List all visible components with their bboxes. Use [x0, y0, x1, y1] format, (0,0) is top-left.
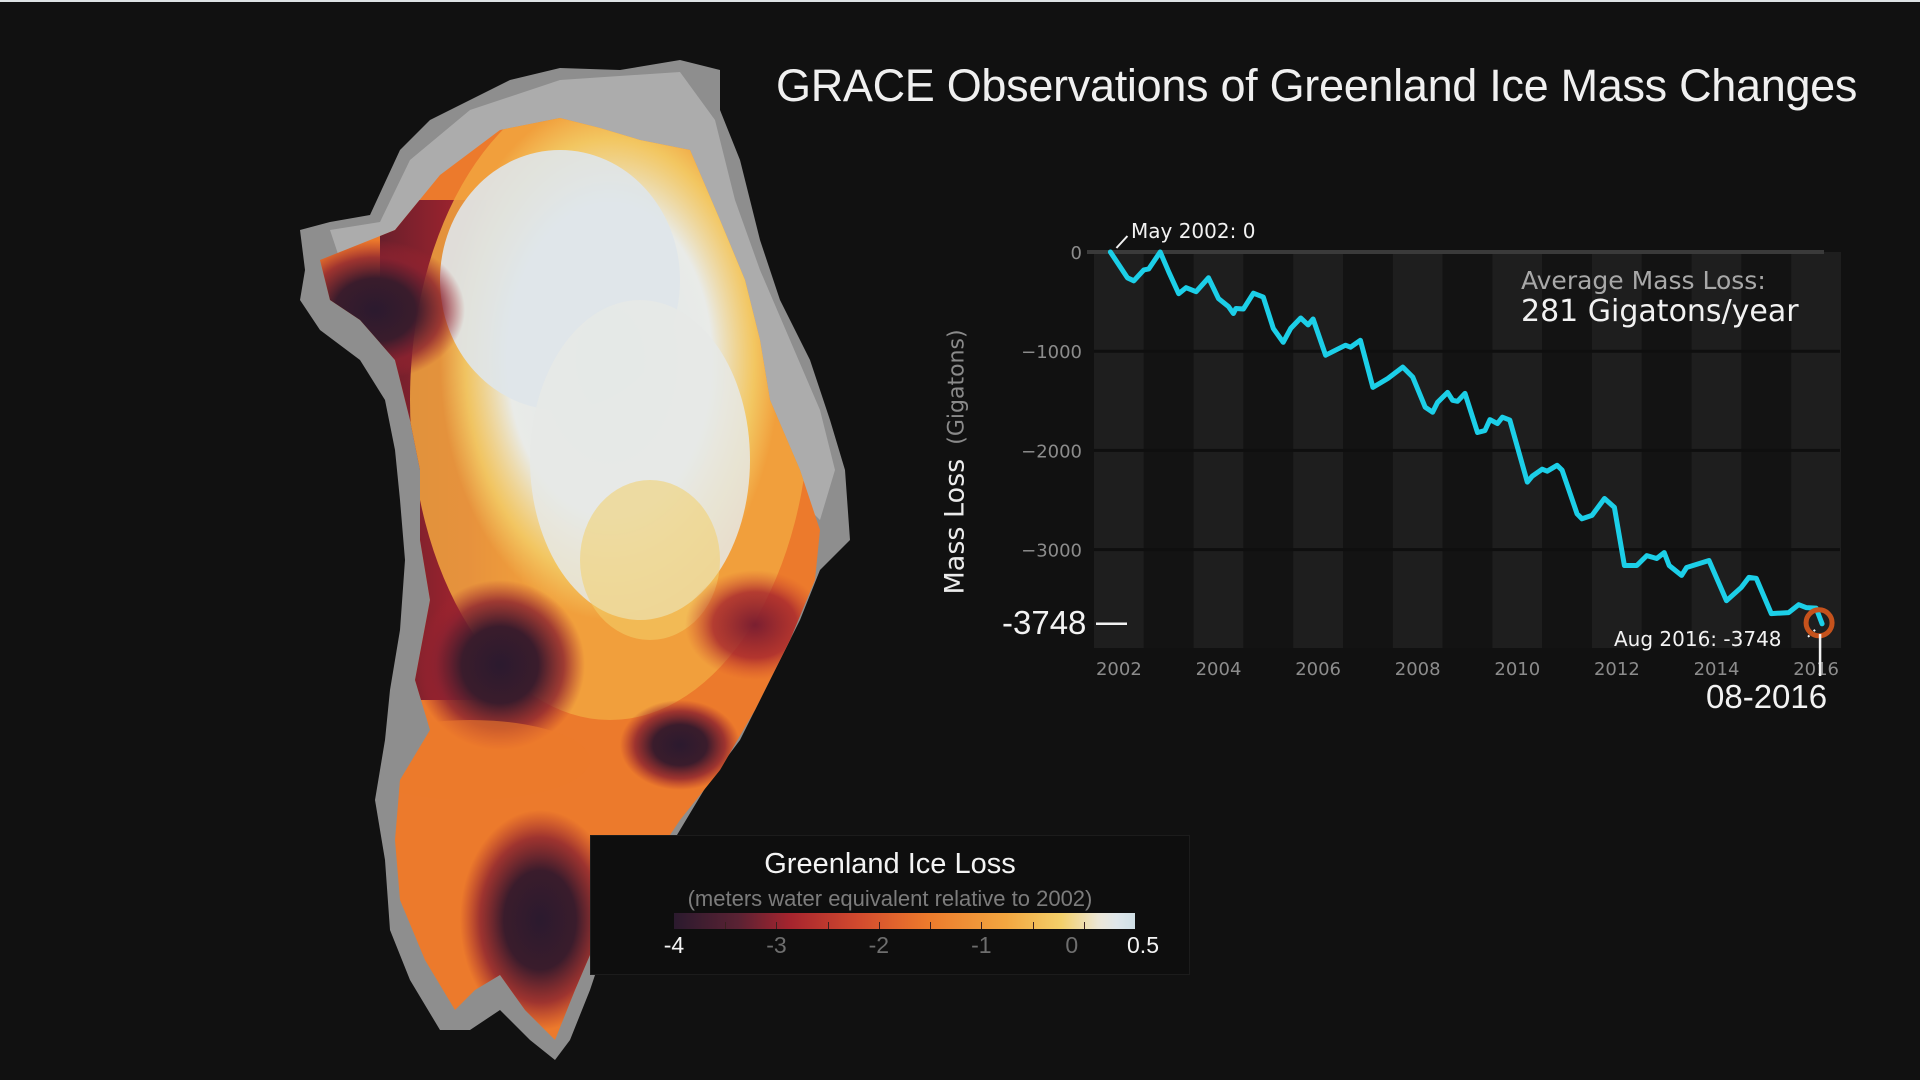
colorbar-tick — [981, 922, 983, 929]
x-tick-label: 2010 — [1494, 659, 1540, 680]
colorbar-tick — [725, 922, 727, 929]
y-axis-unit: (Gigatons) — [944, 329, 970, 445]
average-loss-label: Average Mass Loss: — [1521, 266, 1766, 295]
x-tick-label: 2004 — [1196, 659, 1242, 680]
colorbar-tick — [878, 922, 880, 929]
y-tick-label: −1000 — [1021, 342, 1082, 363]
x-tick-label: 2014 — [1694, 659, 1740, 680]
x-tick-labels: 2002 2004 2006 2008 2010 2012 2014 2016 — [1096, 659, 1839, 680]
x-tick-label: 2008 — [1395, 659, 1441, 680]
x-tick-label: 2002 — [1096, 659, 1142, 680]
start-annotation: May 2002: 0 — [1131, 219, 1256, 243]
colorbar-gradient — [674, 913, 1135, 929]
start-annotation-leader — [1115, 235, 1129, 249]
mass-loss-line — [1107, 249, 1825, 627]
x-tick-label: 2006 — [1295, 659, 1341, 680]
colorbar-label: 0 — [1065, 932, 1079, 958]
x-tick-label: 2016 — [1793, 659, 1839, 680]
y-tick-label: 0 — [1071, 243, 1082, 264]
end-annotation: Aug 2016: -3748 — [1614, 627, 1782, 651]
current-value-label: -3748 — [1002, 604, 1087, 641]
colorbar-label: 0.5 — [1127, 932, 1159, 958]
colorbar-tick — [827, 922, 829, 929]
page-title: GRACE Observations of Greenland Ice Mass… — [776, 60, 1858, 111]
colorbar-label: -2 — [868, 932, 890, 958]
x-tick-label: 2012 — [1594, 659, 1640, 680]
y-axis-label-text: Mass Loss — [939, 458, 971, 595]
legend-subtitle: (meters water equivalent relative to 200… — [687, 886, 1093, 911]
colorbar-tick — [930, 922, 932, 929]
y-tick-label: −2000 — [1021, 441, 1082, 462]
average-loss-value: 281 Gigatons/year — [1521, 294, 1799, 329]
colorbar-tick — [1083, 922, 1085, 929]
colorbar-legend: Greenland Ice Loss (meters water equival… — [590, 835, 1190, 975]
y-axis-label: Mass Loss (Gigatons) — [940, 329, 971, 594]
colorbar-tick — [1032, 922, 1034, 929]
colorbar-label: -1 — [971, 932, 992, 958]
y-tick-label: −3000 — [1021, 541, 1082, 562]
top-edge-strip — [0, 0, 1920, 2]
gridlines — [1087, 250, 1840, 552]
colorbar-label: -4 — [663, 932, 685, 958]
colorbar-label: -3 — [766, 932, 787, 958]
colorbar-tick — [776, 922, 778, 929]
legend-title: Greenland Ice Loss — [764, 848, 1016, 880]
current-date-label: 08-2016 — [1706, 678, 1828, 715]
y-tick-labels: 0 −1000 −2000 −3000 — [1021, 243, 1082, 562]
